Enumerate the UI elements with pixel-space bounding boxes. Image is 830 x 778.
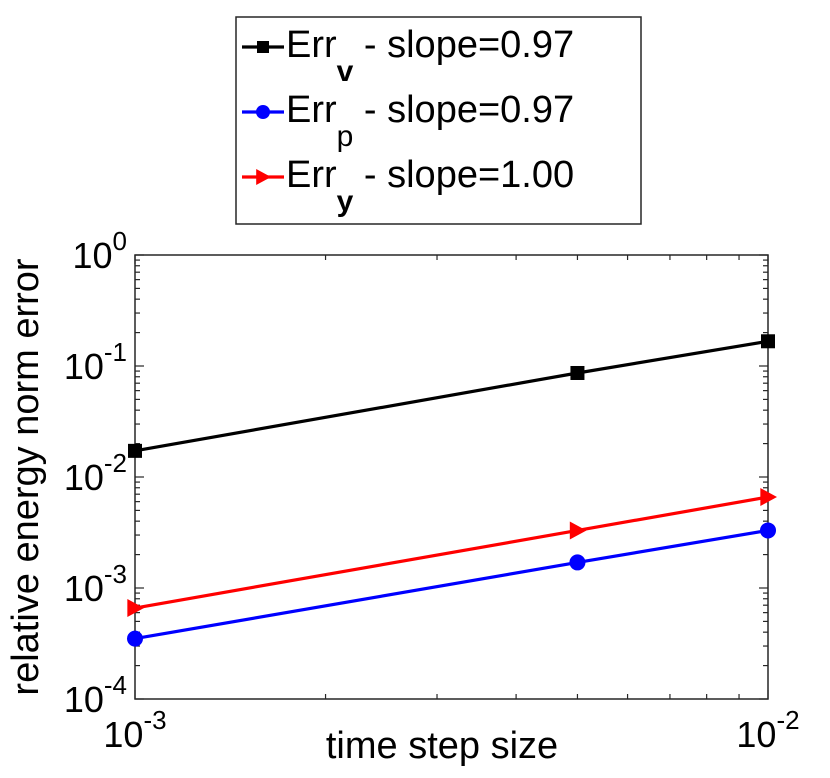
data-point xyxy=(569,554,586,571)
x-axis-label: time step size xyxy=(326,725,558,767)
series-Err_y xyxy=(127,488,777,618)
legend-box xyxy=(235,16,642,225)
data-point xyxy=(760,522,776,539)
data-point xyxy=(569,521,587,540)
legend-label: Errv - slope=0.97 xyxy=(286,24,574,88)
legend-label: Errp - slope=0.97 xyxy=(286,89,574,153)
series-Err_v xyxy=(128,334,775,458)
y-tick-label: 10-3 xyxy=(64,559,127,609)
legend-entry: Errv - slope=0.97 xyxy=(242,24,574,88)
data-point xyxy=(257,41,269,53)
y-tick-label: 100 xyxy=(72,226,127,276)
data-point xyxy=(128,443,142,458)
y-axis-label: relative energy norm error xyxy=(5,258,47,696)
y-tick-label: 10-2 xyxy=(64,448,127,498)
data-point xyxy=(127,630,143,647)
x-tick-label: 10-2 xyxy=(736,705,799,755)
y-tick-label: 10-4 xyxy=(64,670,127,720)
x-tick-label: 10-3 xyxy=(103,705,166,755)
series-group xyxy=(127,334,777,647)
data-point xyxy=(127,599,144,618)
plot-area xyxy=(134,254,769,700)
data-point xyxy=(760,488,777,507)
series-Err_p xyxy=(127,522,776,647)
data-point xyxy=(761,334,775,349)
y-tick-label: 10-1 xyxy=(64,337,127,387)
legend-entry: Errp - slope=0.97 xyxy=(242,89,574,153)
y-tick-labels: 100 10-1 10-2 10-3 10-4 xyxy=(64,226,127,720)
legend-label: Erry - slope=1.00 xyxy=(286,154,574,218)
data-point xyxy=(570,365,585,380)
legend-entry: Erry - slope=1.00 xyxy=(242,154,574,218)
x-tick-labels: 10-3 10-2 xyxy=(103,705,799,755)
data-point xyxy=(256,169,271,185)
data-point xyxy=(256,105,270,119)
